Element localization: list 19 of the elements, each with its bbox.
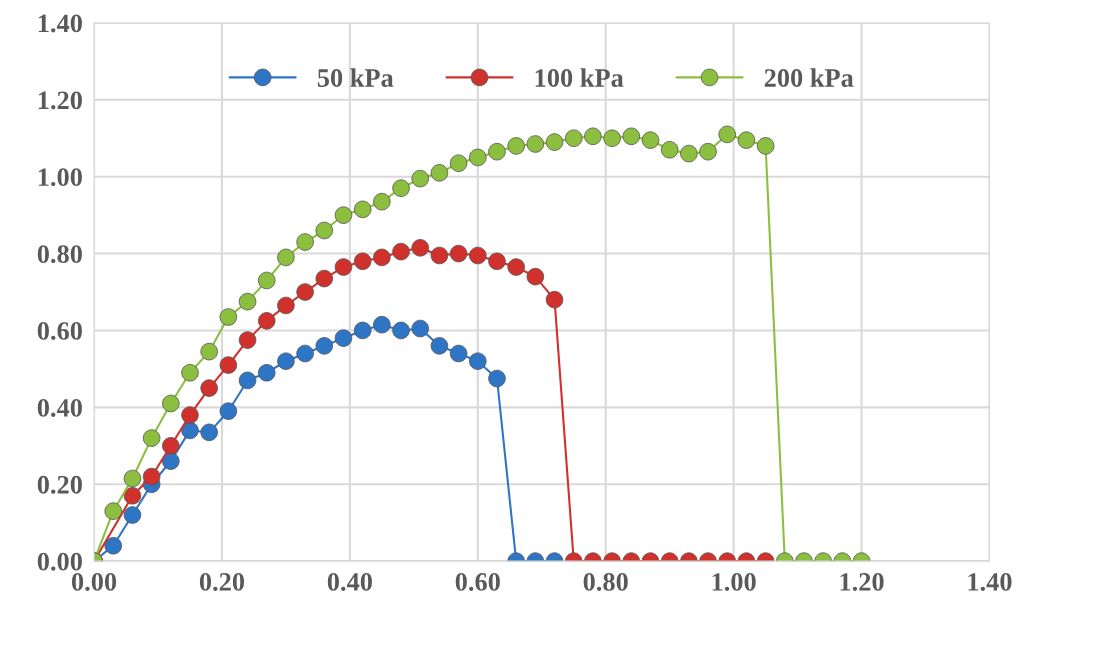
x-tick-label: 0.20: [199, 573, 245, 591]
y-tick-label: 1.40: [38, 14, 82, 33]
x-tick-label: 1.40: [968, 573, 1012, 591]
x-tick-label: 1.00: [712, 573, 756, 591]
y-tick-label: 1.00: [38, 168, 82, 187]
legend-label: 100 kPa: [535, 68, 624, 87]
x-tick-label: 0.40: [327, 573, 372, 591]
x-tick-label: 0.80: [583, 573, 628, 591]
y-tick-label: 0.60: [37, 322, 82, 340]
y-tick-label: 0.00: [37, 552, 82, 571]
y-tick-label: 0.80: [37, 245, 82, 264]
x-tick-label: 1.20: [840, 573, 884, 591]
x-tick-label: 0.60: [455, 573, 500, 591]
legend-label: 200 kPa: [764, 68, 854, 87]
y-tick-label: 0.20: [37, 475, 82, 494]
x-tick-label: 0.00: [71, 573, 117, 591]
y-tick-label: 1.20: [38, 91, 82, 110]
y-tick-label: 0.40: [37, 398, 82, 417]
legend-label: 50 kPa: [317, 68, 394, 87]
